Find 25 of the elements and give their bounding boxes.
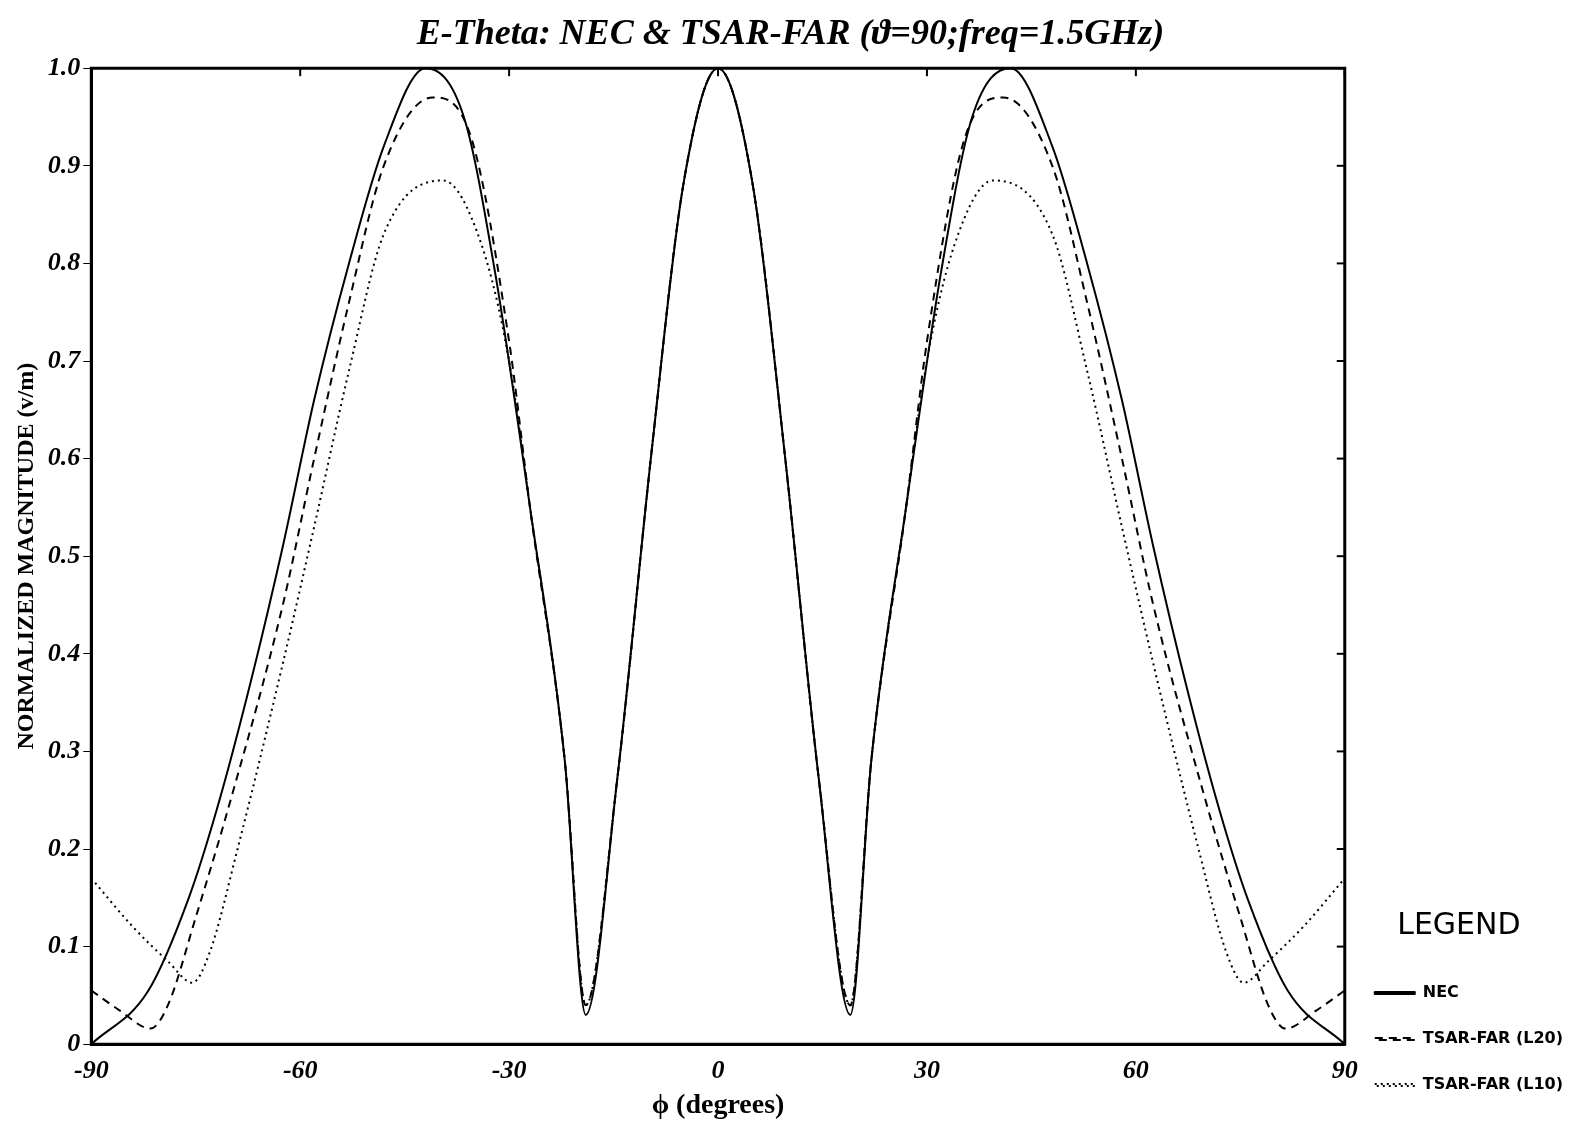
x-tick-label: -60 bbox=[282, 1054, 318, 1084]
x-tick-label: -30 bbox=[491, 1054, 527, 1084]
y-tick-label: 0.9 bbox=[47, 149, 81, 179]
chart-title: E-Theta: NEC & TSAR-FAR (ϑ=90;freq=1.5GHz) bbox=[415, 11, 1165, 52]
y-tick-label: 0.5 bbox=[47, 539, 81, 569]
y-tick-label: 0.4 bbox=[47, 637, 81, 667]
y-tick-label: 0.1 bbox=[47, 930, 81, 960]
legend-title: LEGEND bbox=[1397, 905, 1521, 941]
x-tick-label: 0 bbox=[711, 1054, 725, 1084]
y-tick-label: 1.0 bbox=[47, 51, 81, 81]
y-tick-label: 0.8 bbox=[47, 247, 81, 277]
x-tick-label: 30 bbox=[912, 1054, 940, 1084]
x-tick-label: 60 bbox=[1122, 1054, 1149, 1084]
y-tick-label: 0.2 bbox=[47, 832, 81, 862]
y-tick-label: 0.3 bbox=[47, 735, 81, 765]
y-tick-label: 0 bbox=[67, 1027, 81, 1057]
y-tick-label: 0.7 bbox=[47, 344, 82, 374]
legend-label: TSAR-FAR (L20) bbox=[1422, 1028, 1563, 1048]
x-tick-label: 90 bbox=[1331, 1054, 1358, 1084]
y-tick-label: 0.6 bbox=[47, 442, 81, 472]
y-axis-title: NORMALIZED MAGNITUDE (v/m) bbox=[11, 362, 38, 750]
x-axis-title: ϕ (degrees) bbox=[651, 1088, 785, 1120]
legend-label: TSAR-FAR (L10) bbox=[1422, 1074, 1563, 1094]
legend-label: NEC bbox=[1422, 982, 1459, 1002]
x-tick-label: -90 bbox=[73, 1054, 109, 1084]
